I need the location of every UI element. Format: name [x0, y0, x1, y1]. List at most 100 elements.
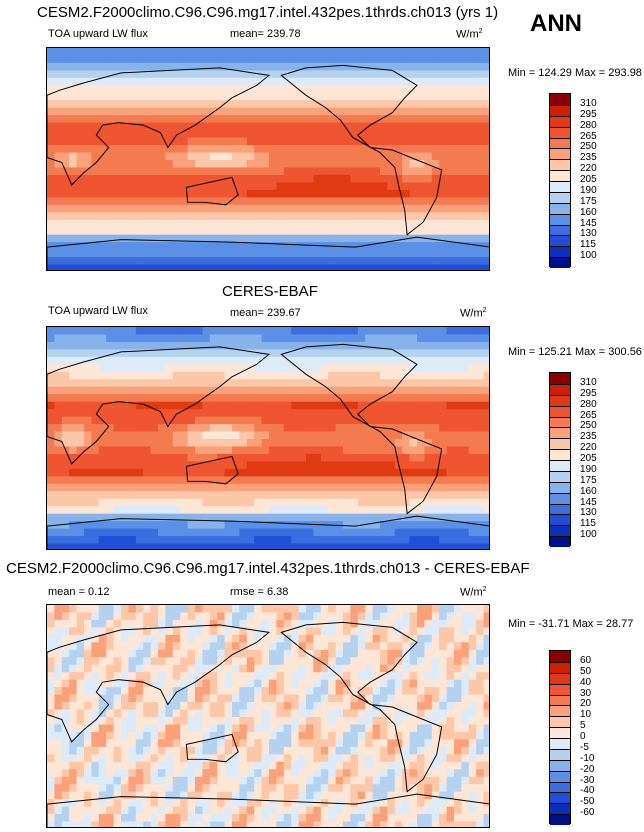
map-cell [47, 679, 55, 688]
map-cell [195, 627, 203, 636]
map-cell [217, 197, 226, 206]
map-cell [128, 687, 137, 696]
map-cell [387, 249, 396, 258]
map-cell [439, 160, 448, 168]
map-cell [106, 709, 115, 718]
map-cell [54, 761, 63, 770]
map-cell [121, 664, 129, 673]
map-cell [98, 130, 107, 139]
map-cell [454, 394, 462, 403]
map-cell [350, 356, 359, 365]
map-cell [165, 394, 174, 403]
map-cell [150, 394, 159, 403]
map-cell [298, 145, 307, 154]
map-cell [306, 416, 314, 425]
map-cell [276, 242, 285, 251]
map-cell [402, 739, 411, 748]
map-cell [143, 672, 152, 681]
map-cell [113, 327, 122, 335]
map-cell [306, 219, 314, 228]
panel3-map-svg [47, 605, 489, 827]
map-cell [239, 174, 248, 183]
map-cell [202, 55, 211, 64]
map-cell [165, 679, 174, 688]
map-cell [313, 115, 322, 124]
map-cell [468, 145, 477, 154]
map-cell [269, 130, 277, 139]
map-cell [128, 491, 137, 500]
map-cell [54, 543, 63, 549]
map-cell [454, 242, 462, 251]
map-cell [239, 379, 248, 388]
map-cell [98, 48, 107, 56]
map-cell [313, 130, 322, 139]
map-cell [343, 371, 351, 380]
map-cell [209, 189, 218, 198]
map-cell [150, 160, 159, 168]
map-cell [54, 461, 63, 470]
map-cell [61, 649, 70, 658]
map-cell [224, 145, 233, 154]
map-cell [84, 371, 92, 380]
map-cell [158, 702, 166, 711]
map-cell [461, 334, 470, 343]
map-cell [76, 717, 85, 725]
map-cell [246, 77, 255, 86]
map-cell [394, 341, 403, 350]
map-cell [61, 461, 70, 470]
map-cell [365, 754, 374, 763]
map-cell [150, 717, 159, 725]
map-cell [394, 137, 403, 146]
map-cell [439, 242, 448, 251]
map-cell [165, 424, 174, 433]
map-cell [424, 356, 433, 365]
map-cell [84, 341, 92, 350]
map-cell [350, 130, 359, 139]
map-cell [291, 521, 300, 530]
map-cell [187, 212, 196, 221]
map-cell [417, 416, 425, 425]
map-cell [483, 627, 489, 636]
map-cell [84, 167, 92, 176]
map-cell [254, 453, 263, 462]
map-cell [357, 100, 366, 109]
map-cell [121, 709, 129, 718]
map-cell [387, 334, 396, 343]
map-cell [224, 627, 233, 636]
map-cell [283, 506, 292, 515]
map-cell [84, 122, 92, 131]
map-cell [365, 513, 374, 522]
map-cell [476, 687, 485, 696]
map-cell [121, 327, 129, 335]
map-cell [98, 431, 107, 440]
map-cell [172, 619, 181, 628]
map-cell [165, 130, 174, 139]
panel3-rmse-label: rmse = 6.38 [230, 586, 289, 598]
map-cell [454, 461, 462, 470]
map-cell [121, 528, 129, 537]
map-cell [91, 167, 100, 176]
map-cell [372, 167, 381, 176]
map-cell [239, 702, 248, 711]
map-cell [254, 227, 263, 236]
map-cell [350, 761, 359, 770]
map-cell [224, 174, 233, 183]
map-cell [128, 657, 137, 666]
map-cell [47, 476, 55, 485]
map-cell [180, 694, 189, 703]
map-cell [357, 364, 366, 373]
map-cell [276, 746, 285, 755]
map-cell [158, 649, 166, 658]
map-cell [209, 746, 218, 755]
map-cell [254, 483, 263, 492]
map-cell [180, 634, 189, 643]
map-cell [98, 100, 107, 109]
map-cell [195, 543, 203, 549]
map-cell [209, 468, 218, 477]
map-cell [483, 197, 489, 206]
map-cell [202, 137, 211, 146]
map-cell [54, 386, 63, 395]
map-cell [468, 92, 477, 101]
map-cell [246, 356, 255, 365]
map-cell [158, 379, 166, 388]
